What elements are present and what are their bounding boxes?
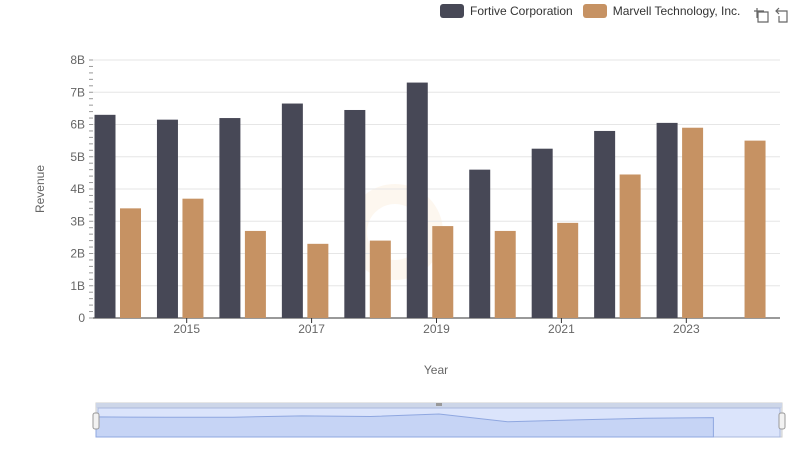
bar-fortive xyxy=(94,114,116,318)
x-tick-label: 2023 xyxy=(673,322,700,336)
y-axis-title: Revenue xyxy=(33,165,47,213)
bar-marvell xyxy=(307,243,329,318)
bar-marvell xyxy=(182,198,204,318)
y-axis: 0 1B 2B 3B 4B 5B 6B 7B 8B xyxy=(70,53,93,325)
bar-marvell xyxy=(120,208,141,318)
x-tick-label: 2015 xyxy=(173,322,200,336)
x-axis-title: Year xyxy=(424,363,448,377)
bar-fortive xyxy=(281,103,303,318)
legend: Fortive Corporation Marvell Technology, … xyxy=(440,4,750,18)
y-tick-label: 0 xyxy=(78,311,85,325)
bar-fortive xyxy=(156,119,178,318)
bar-marvell xyxy=(744,140,766,318)
x-tick-label: 2019 xyxy=(423,322,450,336)
bar-marvell xyxy=(682,127,704,318)
bar-fortive xyxy=(594,130,616,318)
y-tick-label: 6B xyxy=(70,118,85,132)
legend-swatch-marvell xyxy=(582,4,607,18)
navigator-series-area xyxy=(95,413,714,438)
bar-marvell xyxy=(432,226,454,318)
y-tick-label: 2B xyxy=(70,247,85,261)
legend-label-marvell: Marvell Technology, Inc. xyxy=(612,4,741,18)
bar-marvell xyxy=(557,222,579,318)
bars xyxy=(94,82,766,318)
bar-marvell xyxy=(244,230,266,318)
navigator-handle-left xyxy=(92,412,100,430)
y-tick-label: 1B xyxy=(70,279,85,293)
navigator[interactable] xyxy=(92,402,786,438)
bar-fortive xyxy=(344,109,366,318)
y-tick-label: 8B xyxy=(70,53,85,67)
bar-fortive xyxy=(656,122,678,318)
chart-toolbar xyxy=(747,7,791,23)
bar-fortive xyxy=(469,169,491,318)
bar-fortive xyxy=(219,118,241,318)
y-tick-label: 4B xyxy=(70,182,85,196)
legend-label-fortive: Fortive Corporation xyxy=(470,4,573,18)
y-tick-label: 7B xyxy=(70,85,85,99)
legend-item-fortive[interactable]: Fortive Corporation xyxy=(440,4,573,18)
x-tick-label: 2021 xyxy=(548,322,575,336)
x-axis: 2015 2017 2019 2021 2023 xyxy=(93,317,780,336)
legend-swatch-fortive xyxy=(440,4,464,18)
bar-marvell xyxy=(369,240,391,318)
zoom-icon[interactable] xyxy=(753,7,769,23)
navigator-scroll-grip xyxy=(436,403,442,406)
bar-fortive xyxy=(406,82,428,318)
y-tick-label: 3B xyxy=(70,214,85,228)
reset-zoom-icon[interactable] xyxy=(775,7,791,23)
bar-marvell xyxy=(494,230,516,318)
bar-fortive xyxy=(531,148,553,318)
navigator-handle-right xyxy=(778,412,786,430)
legend-item-marvell[interactable]: Marvell Technology, Inc. xyxy=(582,4,741,18)
y-tick-label: 5B xyxy=(70,150,85,164)
bar-marvell xyxy=(619,174,641,318)
x-tick-label: 2017 xyxy=(298,322,325,336)
